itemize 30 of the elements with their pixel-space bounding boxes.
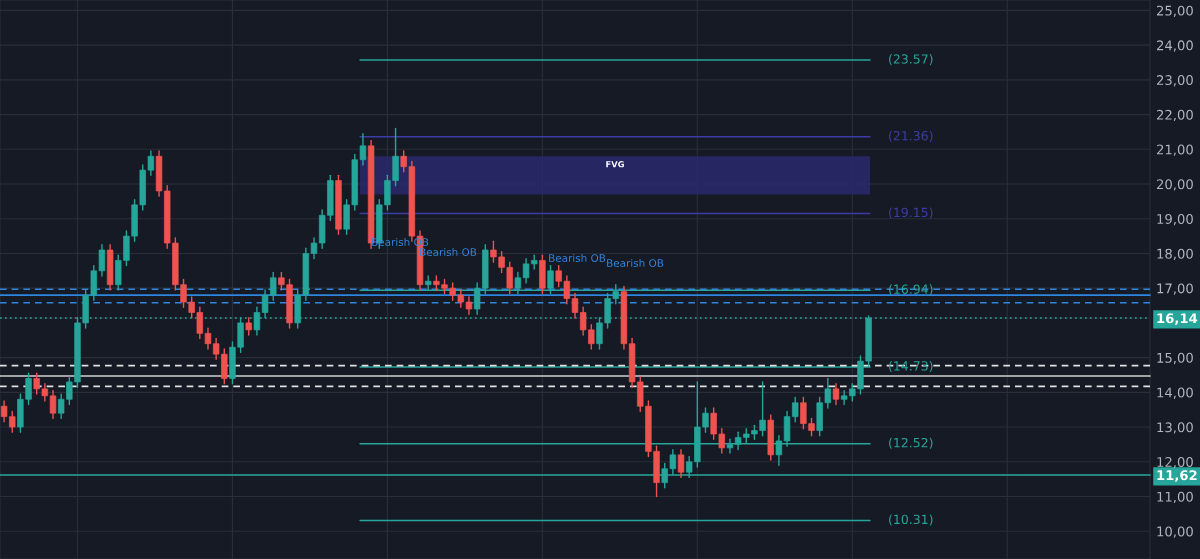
band-label: FVG: [606, 161, 624, 168]
y-tick-label: 24,00: [1156, 40, 1193, 52]
annotation: Bearish OB: [607, 258, 664, 268]
y-tick-label: 23,00: [1156, 75, 1193, 87]
ref-line-label: (23.57): [889, 54, 933, 66]
y-tick-label: 19,00: [1157, 213, 1193, 226]
y-tick-label: 17,00: [1157, 283, 1193, 295]
y-tick-label: 11,00: [1157, 491, 1193, 504]
y-tick-label: 11,62: [1157, 470, 1197, 482]
y-tick-label: 21,00: [1156, 144, 1193, 156]
y-tick-label: 16,14: [1157, 313, 1198, 325]
ref-line-label: (16.94): [889, 284, 933, 296]
y-tick-label: 20,00: [1156, 179, 1193, 191]
ref-line-label: (19.15): [889, 207, 933, 219]
ref-line-label: (14.73): [889, 360, 933, 373]
y-tick-label: 25,00: [1156, 5, 1193, 17]
candlestick: [677, 448, 685, 479]
y-tick-label: 14,00: [1157, 387, 1193, 399]
ref-line-label: (10.31): [889, 514, 933, 526]
y-tick-label: 13,00: [1157, 422, 1193, 434]
ref-line-label: (21.36): [889, 130, 933, 142]
candlestick: [832, 382, 840, 406]
candlestick: [49, 389, 57, 420]
y-tick-label: 18,00: [1157, 248, 1193, 261]
ref-line-label: (12.52): [889, 437, 933, 449]
y-tick-label: 10,00: [1157, 526, 1193, 538]
y-tick-label: 15,00: [1157, 352, 1193, 365]
y-tick-label: 12,00: [1157, 457, 1193, 469]
annotation: Bearish OB: [549, 253, 606, 263]
y-tick-label: 22,00: [1156, 109, 1193, 122]
